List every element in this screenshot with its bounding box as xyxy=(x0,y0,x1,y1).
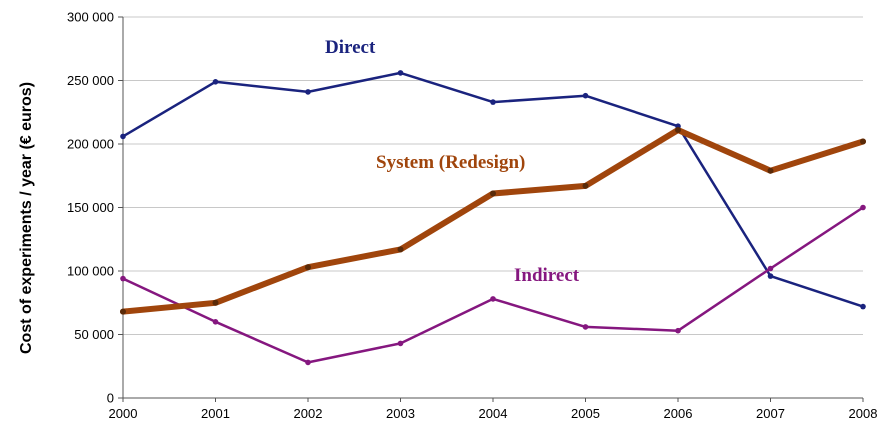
y-tick-labels: 0 50 000 100 000 150 000 200 000 250 000 300 0… xyxy=(67,10,114,406)
data-point-system-redesign xyxy=(212,299,219,306)
y-tick-label: 100 000 xyxy=(67,264,114,279)
x-tick-label: 2005 xyxy=(571,406,600,421)
x-tick-label: 2004 xyxy=(479,406,508,421)
data-point-direct xyxy=(490,99,496,105)
data-point-indirect xyxy=(490,296,496,302)
series-label-direct: Direct xyxy=(325,37,376,58)
data-point-system-redesign xyxy=(305,264,311,271)
data-point-indirect xyxy=(860,204,866,211)
x-tick-label: 2007 xyxy=(756,406,785,421)
data-point-indirect xyxy=(120,275,126,282)
y-tick-label: 0 xyxy=(107,391,114,406)
data-point-direct xyxy=(212,79,219,85)
data-point-indirect xyxy=(397,340,404,347)
data-point-system-redesign xyxy=(860,138,866,145)
data-point-direct xyxy=(120,133,126,140)
series-label-indirect: Indirect xyxy=(514,265,580,286)
data-point-indirect xyxy=(305,359,311,366)
data-point-system-redesign xyxy=(397,246,404,253)
y-tick-label: 200 000 xyxy=(67,137,114,152)
x-tick-label: 2003 xyxy=(386,406,415,421)
series-markers xyxy=(120,70,866,366)
y-axis-label: Cost of experiments / year (€ euros) xyxy=(18,82,35,354)
data-point-system-redesign xyxy=(490,190,496,197)
y-tick-label: 50 000 xyxy=(74,327,114,342)
x-tick-label: 2001 xyxy=(201,406,230,421)
series-line-indirect xyxy=(121,206,865,364)
gridlines xyxy=(123,16,863,335)
data-point-system-redesign xyxy=(120,308,126,315)
data-point-indirect xyxy=(212,319,219,325)
series-line-direct xyxy=(121,71,865,308)
data-point-system-redesign xyxy=(767,167,774,174)
data-point-direct xyxy=(397,70,404,76)
x-tick-label: 2008 xyxy=(849,406,878,421)
data-point-direct xyxy=(305,89,311,95)
series-label-system-redesign: System (Redesign) xyxy=(376,152,525,173)
data-point-direct xyxy=(860,303,866,310)
y-tick-label: 300 000 xyxy=(67,10,114,25)
x-tick-label: 2000 xyxy=(109,406,138,421)
y-tick-label: 150 000 xyxy=(67,200,114,215)
axes xyxy=(118,16,864,402)
x-tick-labels: 2000 2001 2002 2003 2004 2005 2006 2007 2008 xyxy=(109,406,878,421)
x-tick-label: 2006 xyxy=(664,406,693,421)
data-point-system-redesign xyxy=(582,182,589,189)
data-point-direct xyxy=(767,273,774,279)
y-tick-label: 250 000 xyxy=(67,73,114,88)
data-point-system-redesign xyxy=(675,127,681,133)
series-lines xyxy=(120,71,866,364)
data-point-indirect xyxy=(767,265,774,272)
data-point-direct xyxy=(582,92,589,99)
data-point-indirect xyxy=(675,327,681,334)
data-point-indirect xyxy=(582,324,589,330)
x-tick-label: 2002 xyxy=(294,406,323,421)
